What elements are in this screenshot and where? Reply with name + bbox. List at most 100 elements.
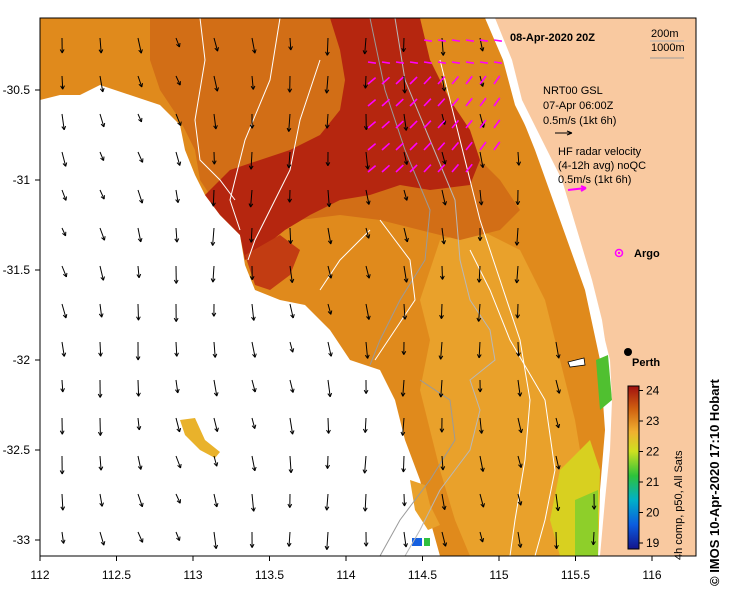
gsl-arrow [479,493,484,508]
gsl-arrow [365,189,370,205]
gsl-arrowhead [177,463,182,469]
gsl-arrow [213,113,217,130]
perth-label: Perth [632,357,660,369]
gsl-arrow [99,151,105,161]
gsl-arrow [402,455,405,473]
hf-arrow [451,97,460,107]
gsl-arrow [479,151,484,168]
hf-arrow [381,164,391,173]
gsl-arrowhead [479,537,485,543]
gsl-arrow [592,531,595,545]
gsl-arrowhead [286,542,292,547]
gsl-arrowhead [212,353,218,358]
colorbar-tick-label: 23 [646,414,660,428]
gsl-arrowhead [176,161,182,166]
hf-arrow [451,141,460,151]
gsl-arrowhead [440,466,446,471]
x-tick-label: 115 [489,568,508,582]
gsl-arrow [250,189,253,208]
gsl-arrow [402,379,405,397]
gsl-arrow [99,341,102,357]
gsl-arrowhead [362,50,368,55]
hf-arrow [465,97,473,107]
gsl-arrowhead [403,160,409,165]
gsl-legend-line3: 0.5m/s (1kt 6h) [543,115,616,127]
gsl-arrowhead [175,198,180,204]
gsl-arrow [289,417,294,435]
gsl-arrowhead [439,428,445,433]
gsl-arrow [175,455,182,469]
gsl-arrowhead [213,125,218,130]
gsl-arrowhead [439,275,445,280]
gsl-arrowhead [517,501,523,506]
hf-legend-line1: HF radar velocity [558,146,642,158]
gsl-arrow [403,531,407,548]
hf-arrow [465,39,475,42]
gsl-arrow [440,379,443,398]
gsl-arrowhead [250,507,256,512]
gsl-contours [194,18,556,556]
hf-arrow [367,164,377,173]
gsl-arrow [213,37,219,52]
gsl-arrow [99,493,103,507]
gsl-arrowhead [138,83,143,88]
gsl-arrowhead [477,388,483,393]
gsl-arrow [289,341,294,353]
gsl-arrowhead [210,278,216,283]
gsl-arrowhead [555,423,561,429]
gsl-arrowhead [252,49,257,54]
gsl-arrowhead [288,468,294,474]
gsl-arrow [175,341,178,357]
gsl-arrow [327,303,332,315]
gsl-arrowhead [518,428,523,434]
gsl-arrowhead [441,505,447,511]
gsl-arrowhead [137,237,143,243]
hf-arrow [465,75,473,85]
gsl-arrowhead [176,81,181,86]
gsl-arrow [441,455,444,471]
gsl-arrowhead [214,427,219,432]
gsl-arrowhead [137,465,143,470]
gsl-arrowhead [60,539,66,544]
gsl-arrow [99,189,105,200]
hf-arrow [465,141,473,151]
gsl-arrowhead [252,387,257,393]
gsl-arrowhead [288,239,293,244]
sst-field-hot [205,18,480,260]
argo-marker [614,248,624,258]
colorbar-ticks: 19 20 21 22 23 24 [639,384,660,550]
hf-arrow [437,164,446,173]
gsl-arrow [403,493,405,507]
gsl-arrowhead [213,544,219,549]
y-tick-label: -30.5 [3,83,31,97]
gsl-arrow [137,417,140,430]
gsl-arrow [137,227,142,242]
gsl-arrowhead [517,392,523,397]
gsl-arrow [555,341,560,359]
gsl-arrow [441,493,446,510]
gsl-arrowhead [251,424,257,429]
gsl-arrow [479,417,483,434]
hf-arrow [423,120,432,129]
gsl-arrowhead [139,199,144,204]
gsl-arrowhead [480,467,485,472]
gsl-arrowhead [480,503,485,508]
hf-arrow [381,98,391,107]
argo-label: Argo [634,248,660,260]
hf-arrow [465,119,473,129]
gsl-arrow [555,417,560,429]
perth-marker [624,348,632,356]
hf-arrow [479,61,489,64]
gsl-arrowhead [174,238,180,243]
depth-legend-200: 200m [651,28,679,40]
x-tick-label: 113 [183,568,202,582]
gsl-arrowhead [517,543,523,548]
gsl-arrow [441,531,447,547]
gsl-arrow [289,227,292,244]
gsl-arrow [137,493,143,507]
gsl-arrow [517,341,520,357]
isobath-200m [394,18,496,556]
gsl-arrow [175,113,182,126]
gsl-arrowhead [210,241,216,246]
gsl-arrow [403,75,406,94]
